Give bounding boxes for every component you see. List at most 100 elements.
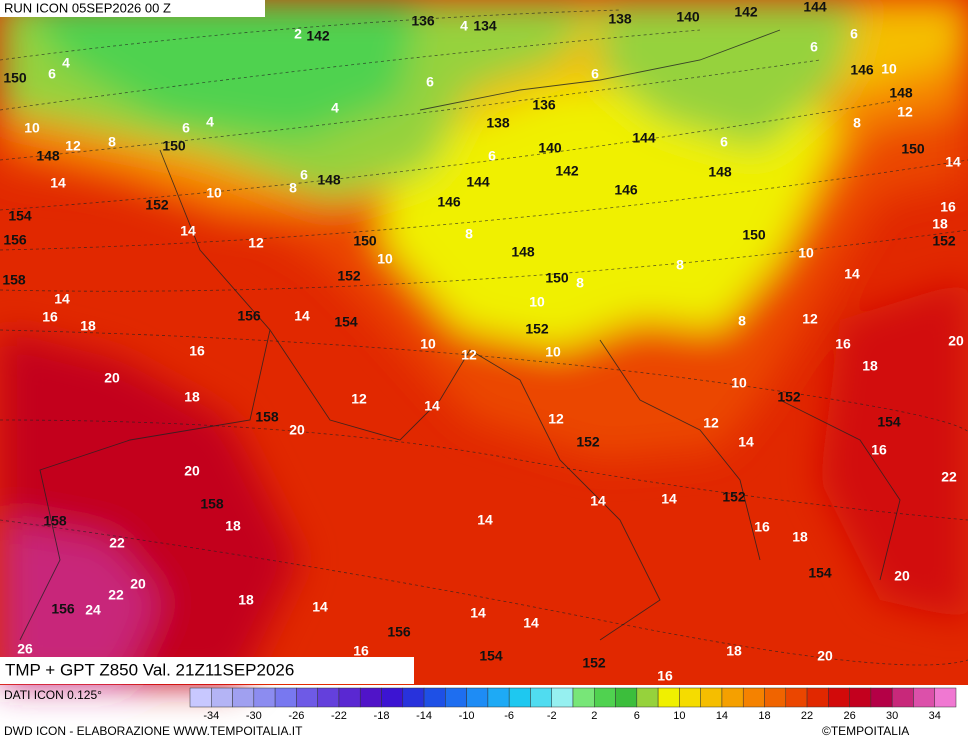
colorbar-swatch	[572, 687, 595, 708]
tmp-label: 24	[85, 602, 101, 618]
tmp-label: 18	[862, 358, 878, 374]
colorbar-swatch	[487, 687, 510, 708]
colorbar-swatch	[934, 687, 957, 708]
gpt-label: 152	[525, 321, 549, 337]
gpt-label: 150	[162, 138, 186, 154]
tmp-label: 12	[351, 391, 367, 407]
tmp-label: 8	[676, 257, 684, 273]
tmp-label: 6	[488, 148, 496, 164]
tmp-label: 14	[477, 512, 493, 528]
map-field	[0, 0, 968, 685]
tmp-label: 6	[850, 26, 858, 42]
tmp-label: 18	[932, 216, 948, 232]
gpt-label: 146	[437, 194, 461, 210]
tmp-label: 20	[817, 648, 833, 664]
tmp-label: 10	[529, 294, 545, 310]
gpt-label: 154	[334, 314, 358, 330]
gpt-label: 150	[545, 270, 569, 286]
tmp-label: 6	[48, 66, 56, 82]
tmp-label: 14	[590, 493, 606, 509]
tmp-label: 16	[353, 643, 369, 659]
gpt-label: 158	[43, 513, 67, 529]
colorbar-swatch	[508, 687, 531, 708]
tmp-label: 10	[24, 120, 40, 136]
tmp-label: 2	[294, 26, 302, 42]
gpt-label: 138	[486, 115, 510, 131]
colorbar-swatch	[445, 687, 467, 708]
tmp-label: 16	[835, 336, 851, 352]
gpt-label: 138	[608, 11, 632, 27]
gpt-label: 158	[2, 272, 26, 288]
gpt-label: 136	[411, 13, 435, 29]
tmp-label: 18	[80, 318, 96, 334]
gpt-label: 148	[511, 244, 535, 260]
colorbar-swatch	[594, 687, 616, 708]
tmp-label: 16	[871, 442, 887, 458]
tmp-label: 12	[461, 347, 477, 363]
tmp-label: 10	[206, 185, 222, 201]
colorbar: -34 -30 -26 -22 -18 -14 -10 -6 -2 2 6 10 14 18 22 26 30 3…	[189, 687, 957, 722]
tmp-label: 6	[591, 66, 599, 82]
colorbar-swatch	[232, 687, 255, 708]
tmp-label: 8	[465, 226, 473, 242]
tmp-label: 22	[108, 587, 124, 603]
colorbar-swatch	[423, 687, 446, 708]
gpt-label: 146	[850, 62, 874, 78]
tmp-label: 14	[523, 615, 539, 631]
colorbar-tick-label: -2	[547, 710, 557, 722]
colorbar-tick-label: -34	[203, 710, 219, 722]
tmp-label: 18	[726, 643, 742, 659]
tmp-label: 4	[331, 100, 339, 116]
colorbar-tick-label: -30	[246, 710, 262, 722]
geopotential-labels: 136 134 138 140 142 1441421461501481361381401…	[2, 0, 956, 671]
colorbar-swatch	[466, 687, 489, 708]
gpt-label: 152	[777, 389, 801, 405]
tmp-label: 22	[941, 469, 957, 485]
tmp-label: 14	[945, 154, 961, 170]
tmp-label: 14	[294, 308, 310, 324]
gpt-label: 150	[353, 233, 377, 249]
gpt-label: 148	[317, 172, 341, 188]
colorbar-swatch	[679, 687, 701, 708]
colorbar-swatch	[806, 687, 829, 708]
tmp-label: 14	[54, 291, 70, 307]
gpt-label: 134	[473, 18, 497, 34]
colorbar-swatch	[189, 687, 212, 708]
gpt-label: 152	[337, 268, 361, 284]
tmp-label: 20	[894, 568, 910, 584]
tmp-label: 16	[940, 199, 956, 215]
colorbar-tick-label: 10	[673, 710, 685, 722]
colorbar-swatch	[296, 687, 318, 708]
tmp-label: 16	[754, 519, 770, 535]
gpt-label: 154	[479, 648, 503, 664]
gpt-label: 152	[576, 434, 600, 450]
tmp-label: 10	[798, 245, 814, 261]
tmp-label: 14	[50, 175, 66, 191]
gpt-label: 144	[466, 174, 490, 190]
colorbar-tick-label: -14	[416, 710, 432, 722]
tmp-label: 8	[738, 313, 746, 329]
gpt-label: 152	[722, 489, 746, 505]
tmp-label: 12	[802, 311, 818, 327]
tmp-label: 20	[184, 463, 200, 479]
tmp-label: 10	[545, 344, 561, 360]
gpt-label: 152	[145, 197, 169, 213]
tmp-label: 20	[948, 333, 964, 349]
colorbar-tick-label: 34	[929, 710, 941, 722]
tmp-label: 12	[897, 104, 913, 120]
colorbar-tick-label: 14	[716, 710, 728, 722]
credit-label: DWD ICON - ELABORAZIONE WWW.TEMPOITALIA.…	[4, 724, 303, 738]
colorbar-swatch	[402, 687, 425, 708]
colorbar-swatch	[615, 687, 638, 708]
tmp-label: 6	[426, 74, 434, 90]
gpt-label: 154	[8, 208, 32, 224]
run-label: RUN ICON 05SEP2026 00 Z	[4, 0, 171, 15]
tmp-label: 14	[661, 491, 677, 507]
tmp-label: 12	[65, 138, 81, 154]
colorbar-tick-label: 18	[758, 710, 770, 722]
gpt-label: 158	[200, 496, 224, 512]
gpt-label: 148	[36, 148, 60, 164]
tmp-label: 22	[109, 535, 125, 551]
tmp-label: 18	[184, 389, 200, 405]
